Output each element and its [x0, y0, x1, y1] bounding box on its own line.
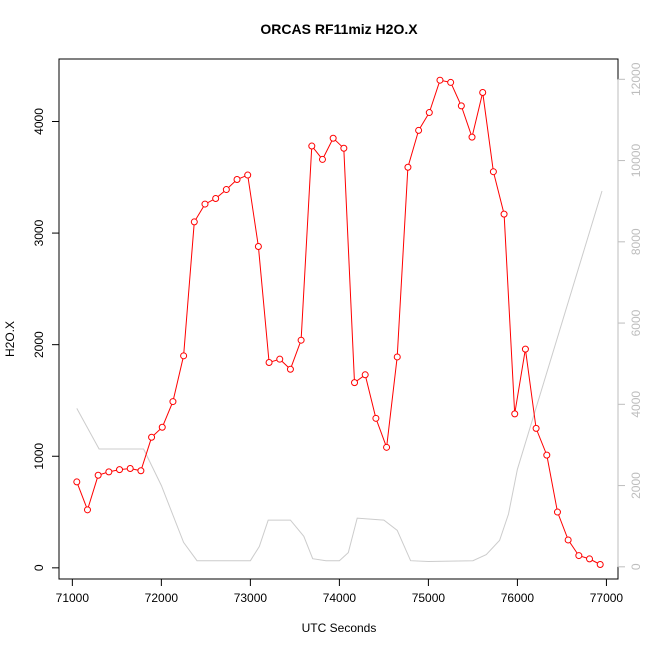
- data-point: [457, 102, 465, 110]
- plot-frame: [58, 58, 619, 580]
- data-point: [393, 353, 401, 361]
- data-point: [254, 242, 262, 250]
- data-point: [73, 478, 81, 486]
- y-tick-label-left: 1000: [32, 443, 46, 470]
- data-point: [415, 126, 423, 134]
- y-tick-label-left: 2000: [32, 331, 46, 358]
- y-tick-label-right: 0: [629, 563, 643, 570]
- data-point: [116, 466, 124, 474]
- x-tick-label: 77000: [590, 591, 624, 605]
- x-axis: 71000 72000 73000 74000 75000 76000 77000: [56, 578, 624, 605]
- data-point: [596, 560, 604, 568]
- chart-title: ORCAS RF11miz H2O.X: [260, 21, 418, 37]
- data-point: [222, 186, 230, 194]
- data-point: [564, 536, 572, 544]
- x-tick-label: 73000: [234, 591, 268, 605]
- x-tick-label: 72000: [145, 591, 179, 605]
- series-line-h2o: [76, 79, 601, 565]
- data-point: [383, 443, 391, 451]
- data-point: [276, 355, 284, 363]
- y-tick-label-right: 10000: [629, 144, 643, 178]
- data-point: [329, 134, 337, 142]
- data-point: [233, 176, 241, 184]
- data-point: [436, 76, 444, 84]
- series-line-secondary: [76, 190, 603, 563]
- x-tick-label: 76000: [501, 591, 535, 605]
- x-axis-label: UTC Seconds: [302, 621, 377, 635]
- data-point: [500, 210, 508, 218]
- data-point: [372, 414, 380, 422]
- y-axis-left: 0 1000 2000 3000 4000: [32, 108, 60, 571]
- data-point: [351, 379, 359, 387]
- data-point: [137, 467, 145, 475]
- y-axis-label: H2O.X: [3, 321, 17, 357]
- x-tick-label: 71000: [56, 591, 90, 605]
- data-point: [286, 365, 294, 373]
- data-point: [180, 352, 188, 360]
- data-point: [479, 88, 487, 96]
- data-point: [340, 144, 348, 152]
- data-point: [318, 155, 326, 163]
- data-point: [532, 424, 540, 432]
- data-point: [169, 398, 177, 406]
- x-tick-label: 75000: [412, 591, 446, 605]
- y-tick-label-right: 6000: [629, 309, 643, 336]
- data-point: [586, 555, 594, 563]
- data-point: [83, 506, 91, 514]
- data-point: [511, 410, 519, 418]
- y-tick-label-right: 12000: [629, 62, 643, 96]
- data-point: [489, 168, 497, 176]
- y-axis-right: 0 2000 4000 6000 8000 10000 12000: [617, 62, 643, 570]
- data-point: [158, 423, 166, 431]
- data-point: [105, 468, 113, 476]
- y-tick-label-right: 8000: [629, 228, 643, 255]
- data-point: [521, 345, 529, 353]
- data-point: [404, 163, 412, 171]
- data-point: [543, 451, 551, 459]
- data-point: [425, 109, 433, 117]
- data-point: [447, 78, 455, 86]
- data-point: [148, 433, 156, 441]
- data-point: [553, 508, 561, 516]
- data-point: [468, 133, 476, 141]
- data-point: [361, 371, 369, 379]
- data-point: [126, 465, 134, 473]
- data-point: [297, 336, 305, 344]
- data-point: [308, 142, 316, 150]
- data-point: [244, 171, 252, 179]
- data-point: [201, 200, 209, 208]
- series-layer: [73, 76, 604, 568]
- data-point: [94, 471, 102, 479]
- y-tick-label-right: 4000: [629, 391, 643, 418]
- y-tick-label-right: 2000: [629, 472, 643, 499]
- y-tick-label-left: 0: [32, 564, 46, 571]
- data-point: [265, 359, 273, 367]
- y-tick-label-left: 3000: [32, 219, 46, 246]
- data-point: [190, 218, 198, 226]
- y-tick-label-left: 4000: [32, 108, 46, 135]
- data-point: [575, 552, 583, 560]
- x-tick-label: 74000: [323, 591, 357, 605]
- data-point: [212, 194, 220, 202]
